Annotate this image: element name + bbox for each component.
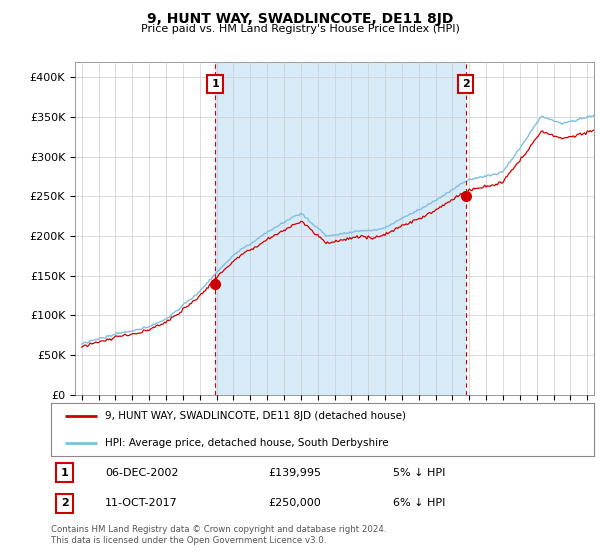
Text: 1: 1 [61, 468, 68, 478]
Text: £250,000: £250,000 [268, 498, 321, 508]
Text: 9, HUNT WAY, SWADLINCOTE, DE11 8JD: 9, HUNT WAY, SWADLINCOTE, DE11 8JD [147, 12, 453, 26]
Text: 5% ↓ HPI: 5% ↓ HPI [393, 468, 445, 478]
Text: Price paid vs. HM Land Registry's House Price Index (HPI): Price paid vs. HM Land Registry's House … [140, 24, 460, 34]
Bar [215, 62, 466, 395]
Text: 9, HUNT WAY, SWADLINCOTE, DE11 8JD (detached house): 9, HUNT WAY, SWADLINCOTE, DE11 8JD (deta… [106, 411, 406, 421]
Text: £139,995: £139,995 [268, 468, 321, 478]
Text: 1: 1 [211, 79, 219, 89]
Text: 2: 2 [462, 79, 469, 89]
Text: 11-OCT-2017: 11-OCT-2017 [106, 498, 178, 508]
Text: HPI: Average price, detached house, South Derbyshire: HPI: Average price, detached house, Sout… [106, 437, 389, 447]
Text: 06-DEC-2002: 06-DEC-2002 [106, 468, 179, 478]
Text: 2: 2 [61, 498, 68, 508]
Text: Contains HM Land Registry data © Crown copyright and database right 2024.
This d: Contains HM Land Registry data © Crown c… [51, 525, 386, 545]
Text: 6% ↓ HPI: 6% ↓ HPI [393, 498, 445, 508]
